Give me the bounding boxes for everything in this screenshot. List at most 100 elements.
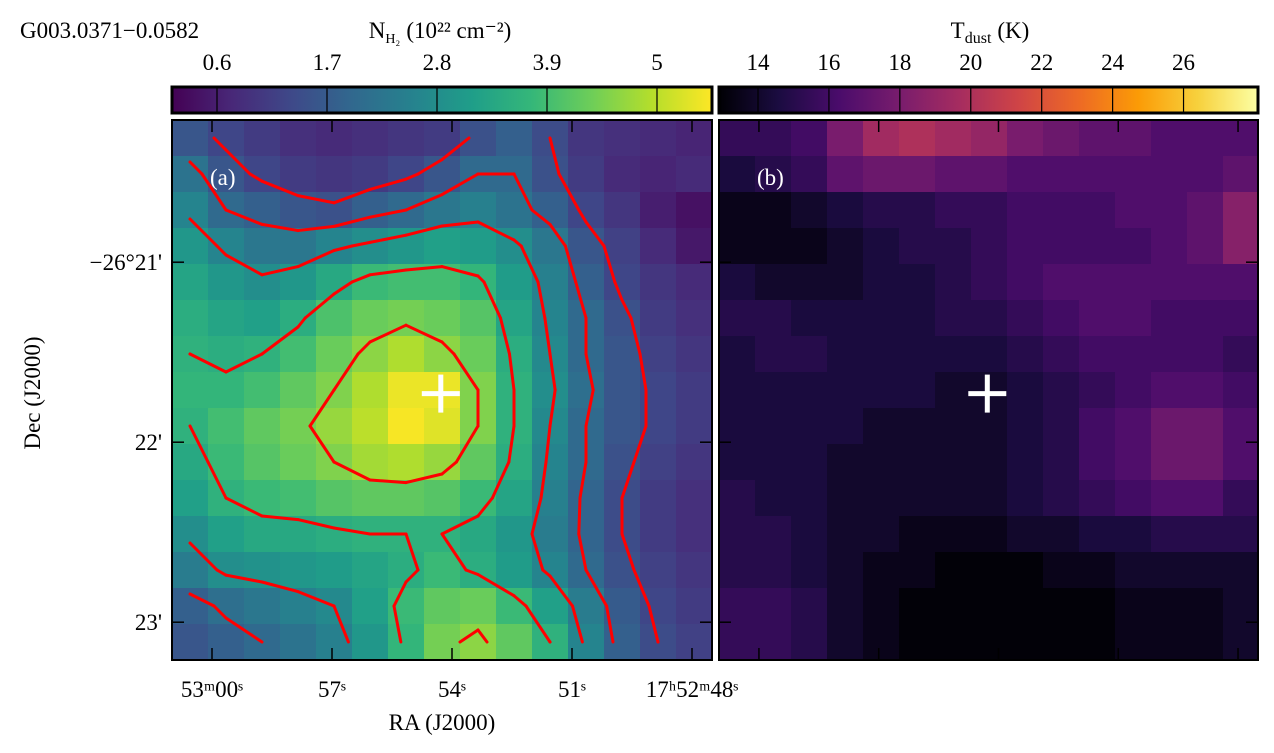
- contour-segment: [200, 172, 228, 212]
- contour-segment: [577, 532, 588, 572]
- contour-segment: [543, 316, 552, 356]
- heatmap-cell: [1115, 336, 1152, 373]
- heatmap-cell: [755, 516, 792, 553]
- heatmap-cell: [755, 264, 792, 301]
- heatmap-cell: [460, 228, 497, 265]
- heatmap-cell: [1187, 624, 1224, 660]
- heatmap-cell: [424, 300, 461, 337]
- contour-segment: [260, 222, 300, 233]
- heatmap-cell: [1187, 228, 1224, 265]
- contour-segment: [368, 268, 408, 277]
- heatmap-cell: [1187, 444, 1224, 481]
- heatmap-cell: [1115, 480, 1152, 517]
- contour-segment: [632, 424, 648, 464]
- contour-segment: [332, 604, 350, 644]
- contour-segment: [392, 580, 408, 608]
- x-tick-label: 54ˢ: [438, 677, 466, 702]
- heatmap-cell: [676, 480, 712, 517]
- heatmap-cell: [316, 552, 353, 589]
- contour-segment: [224, 496, 264, 518]
- heatmap-cell: [1151, 336, 1188, 373]
- heatmap-cell: [1043, 264, 1080, 301]
- heatmap-cell: [719, 228, 756, 265]
- heatmap-cell: [640, 336, 677, 373]
- heatmap-cell: [1223, 480, 1258, 517]
- heatmap-cell: [935, 156, 972, 193]
- heatmap-cell: [935, 372, 972, 409]
- heatmap-cell: [791, 588, 828, 625]
- heatmap-cell: [208, 516, 245, 553]
- heatmap-cell: [1223, 120, 1258, 157]
- heatmap-cell: [1043, 228, 1080, 265]
- contour-segment: [404, 193, 444, 212]
- contour-segment: [188, 592, 216, 608]
- contour-segment: [440, 514, 480, 536]
- heatmap-cell: [244, 228, 281, 265]
- heatmap-cell: [827, 228, 864, 265]
- heatmap-cell: [208, 552, 245, 589]
- heatmap-cell: [532, 516, 569, 553]
- heatmap-cell: [971, 408, 1008, 445]
- heatmap-cell: [899, 192, 936, 229]
- heatmap-cell: [791, 156, 828, 193]
- heatmap-cell: [719, 480, 756, 517]
- heatmap-cell: [496, 480, 533, 517]
- heatmap-cell: [352, 264, 389, 301]
- heatmap-cell: [1223, 192, 1258, 229]
- contour-segment: [578, 460, 588, 500]
- contour-segment: [557, 172, 581, 212]
- heatmap-cell: [1151, 516, 1188, 553]
- heatmap-cell: [971, 156, 1008, 193]
- heatmap-cell: [719, 444, 756, 481]
- contour-segment: [476, 628, 489, 644]
- heatmap-cell: [1115, 192, 1152, 229]
- heatmap-cell: [935, 408, 972, 445]
- heatmap-cell: [755, 336, 792, 373]
- contour-segment: [350, 240, 372, 248]
- heatmap-cell: [244, 120, 281, 157]
- contour-segment: [620, 298, 633, 320]
- contour-segment: [507, 424, 516, 464]
- contour-segment: [416, 158, 444, 176]
- heatmap-cell: [676, 516, 712, 553]
- heatmap-cell: [719, 120, 756, 157]
- heatmap-cell: [1223, 300, 1258, 337]
- contour-segment: [368, 233, 408, 244]
- heatmap-cell: [1007, 336, 1044, 373]
- heatmap-cell: [676, 408, 712, 445]
- contour-segment: [356, 340, 372, 356]
- heatmap-cell: [424, 228, 461, 265]
- contour-segment: [368, 208, 408, 219]
- contour-segment: [519, 244, 540, 284]
- heatmap-cell: [755, 588, 792, 625]
- heatmap-cell: [827, 516, 864, 553]
- heatmap-cell: [1007, 156, 1044, 193]
- heatmap-cell: [568, 372, 605, 409]
- heatmap-cell: [640, 444, 677, 481]
- heatmap-cell: [1079, 372, 1116, 409]
- contour-segment: [584, 568, 609, 608]
- heatmap-cell: [280, 120, 317, 157]
- heatmap-cell: [604, 228, 641, 265]
- heatmap-cell: [244, 192, 281, 229]
- contour-segment: [404, 568, 420, 584]
- heatmap-cell: [280, 372, 317, 409]
- colorbar-tick-label: 20: [959, 50, 982, 75]
- colorbar: [717, 85, 1260, 115]
- contour-segment: [224, 253, 264, 277]
- contour-segment: [404, 172, 420, 181]
- contour-segment: [563, 244, 578, 284]
- heatmap-cell: [244, 516, 281, 553]
- heatmap-cell: [172, 516, 209, 553]
- heatmap-cell: [1007, 444, 1044, 481]
- heatmap-cell: [899, 588, 936, 625]
- heatmap-cell: [172, 552, 209, 589]
- heatmap-cell: [1223, 516, 1258, 553]
- contour-segment: [248, 172, 264, 183]
- heatmap-cell: [719, 624, 756, 660]
- heatmap-cell: [568, 156, 605, 193]
- heatmap-cell: [568, 516, 605, 553]
- heatmap-cell: [532, 192, 569, 229]
- heatmap-cell: [1043, 336, 1080, 373]
- heatmap-cell: [208, 300, 245, 337]
